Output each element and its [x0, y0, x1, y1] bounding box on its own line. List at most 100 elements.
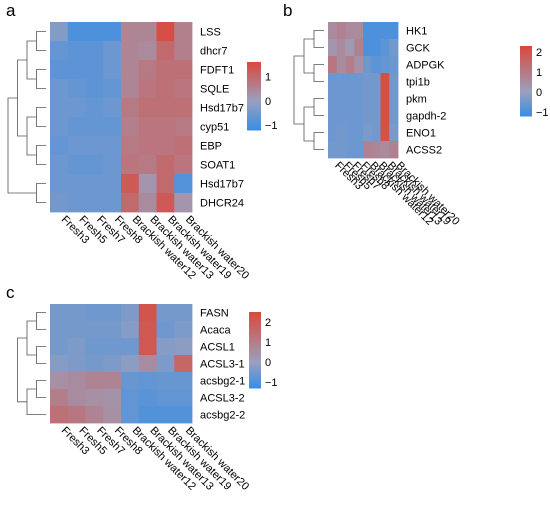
row-label: ACSL3-2 — [200, 393, 245, 405]
dendrogram-branch — [26, 320, 37, 356]
heatmap-cell — [345, 107, 355, 125]
heatmap-cell — [50, 372, 69, 390]
heatmap-cell — [363, 73, 373, 91]
colorbar-segment — [247, 82, 261, 85]
heatmap-cell — [174, 22, 193, 42]
heatmap-cell — [85, 193, 104, 213]
panel-label: a — [6, 1, 16, 20]
heatmap-cell — [121, 155, 140, 175]
colorbar-segment — [520, 105, 532, 108]
heatmap-cell — [67, 304, 86, 322]
colorbar-segment — [520, 70, 532, 73]
dendrogram-branch — [36, 183, 46, 203]
heatmap-cell — [156, 372, 175, 390]
row-label: Hsd17b7 — [200, 179, 244, 191]
heatmap-cell — [85, 41, 104, 61]
heatmap-cell — [85, 117, 104, 137]
heatmap-cell — [328, 141, 338, 159]
heatmap-cell — [50, 355, 69, 373]
heatmap-cell — [85, 372, 104, 390]
heatmap-cell — [103, 389, 122, 407]
colorbar-segment — [520, 102, 532, 105]
heatmap-cell — [67, 136, 86, 156]
colorbar-segment — [249, 363, 261, 366]
colorbar-segment — [247, 102, 261, 105]
colorbar-segment — [247, 123, 261, 126]
heatmap-cell — [121, 174, 140, 194]
heatmap-cell — [380, 124, 390, 142]
heatmap-cell — [174, 355, 193, 373]
heatmap-cell — [345, 73, 355, 91]
colorbar-segment — [520, 46, 532, 49]
heatmap-cell — [371, 107, 381, 125]
heatmap-cell — [103, 406, 122, 424]
heatmap-cell — [380, 73, 390, 91]
colorbar-segment — [247, 116, 261, 119]
colorbar-segment — [249, 321, 261, 324]
colorbar-segment — [249, 367, 261, 370]
heatmap-cell — [156, 355, 175, 373]
colorbar-segment — [247, 124, 261, 128]
heatmap-cell — [67, 321, 86, 339]
heatmap-cell — [336, 39, 346, 57]
heatmap-cell — [156, 338, 175, 356]
heatmap-cell — [389, 141, 399, 159]
row-label: acsbg2-1 — [200, 376, 245, 388]
colorbar-segment — [249, 323, 261, 326]
heatmap-cell — [345, 22, 355, 40]
colorbar-segment — [249, 332, 261, 336]
heatmap-cell — [138, 406, 157, 424]
colorbar-segment — [249, 372, 261, 376]
colorbar-segment — [247, 104, 261, 107]
dendrogram-branch — [303, 38, 314, 74]
colorbar-segment — [520, 49, 532, 52]
heatmap-cell — [121, 98, 140, 118]
colorbar-segment — [247, 75, 261, 78]
colorbar-segment — [249, 338, 261, 341]
heatmap-cell — [50, 304, 69, 322]
heatmap-cell — [103, 41, 122, 61]
colorbar-segment — [247, 106, 261, 109]
colorbar-segment — [247, 62, 261, 65]
colorbar-segment — [247, 92, 261, 95]
heatmap-cell — [103, 117, 122, 137]
colorbar-tick-label: 0 — [265, 357, 271, 369]
colorbar-segment — [249, 361, 261, 364]
heatmap-cell — [354, 90, 364, 108]
heatmap-cell — [50, 338, 69, 356]
heatmap-cell — [103, 98, 122, 118]
heatmap-cell — [174, 304, 193, 322]
heatmap-cell — [389, 22, 399, 40]
colorbar-segment — [249, 378, 261, 381]
heatmap-cell — [345, 124, 355, 142]
colorbar-segment — [520, 112, 532, 115]
heatmap-cell — [328, 56, 338, 74]
heatmap-cell — [328, 124, 338, 142]
heatmap-cell — [50, 389, 69, 407]
heatmap-cell — [67, 355, 86, 373]
colorbar-segment — [520, 72, 532, 75]
colorbar-segment — [520, 63, 532, 66]
colorbar-segment — [520, 53, 532, 56]
colorbar-segment — [247, 65, 261, 68]
heatmap-cell — [336, 22, 346, 40]
heatmap-cell — [138, 136, 157, 156]
colorbar-segment — [249, 357, 261, 360]
colorbar-segment — [520, 75, 532, 78]
colorbar-segment — [247, 70, 261, 73]
dendrogram-branch — [17, 59, 27, 137]
colorbar-segment — [520, 68, 532, 71]
colorbar-segment — [249, 355, 261, 359]
heatmap-cell — [363, 56, 373, 74]
colorbar-segment — [520, 74, 532, 77]
colorbar-tick-label: −1 — [265, 377, 278, 389]
colorbar-segment — [247, 79, 261, 82]
heatmap-cell — [121, 117, 140, 137]
colorbar-segment — [249, 327, 261, 330]
heatmap-cell — [138, 174, 157, 194]
dendrogram-branch — [36, 380, 46, 398]
heatmap-cell — [67, 338, 86, 356]
heatmap-cell — [156, 155, 175, 175]
colorbar-segment — [520, 61, 532, 64]
